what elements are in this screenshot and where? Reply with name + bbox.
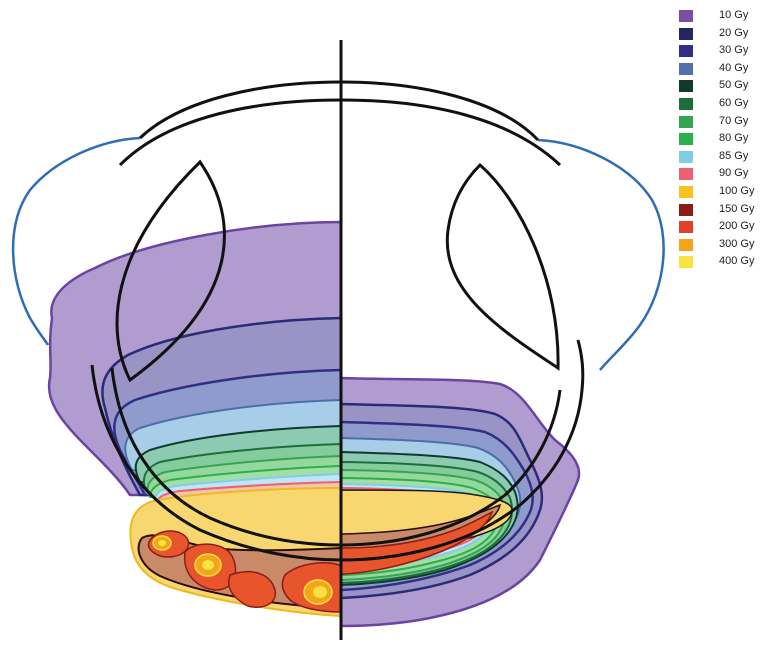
isodose-400-left-c xyxy=(313,586,327,598)
legend-label: 200 Gy xyxy=(719,220,755,233)
dose-legend: 10 Gy 20 Gy 30 Gy 40 Gy 50 Gy 60 Gy 70 Gy 80 Gy… xyxy=(679,8,759,272)
legend-item: 400 Gy xyxy=(679,254,759,272)
legend-item: 85 Gy xyxy=(679,149,759,167)
legend-label: 100 Gy xyxy=(719,184,755,197)
legend-item: 300 Gy xyxy=(679,237,759,255)
legend-swatch xyxy=(679,221,693,234)
outer-blue-contour-right xyxy=(537,138,665,371)
outer-dome-arc xyxy=(138,80,540,142)
legend-item: 50 Gy xyxy=(679,78,759,96)
legend-item: 30 Gy xyxy=(679,43,759,61)
legend-item: 150 Gy xyxy=(679,202,759,220)
legend-label: 150 Gy xyxy=(719,202,755,215)
legend-label: 85 Gy xyxy=(719,149,749,162)
outer-blue-contour xyxy=(11,136,141,346)
isodose-200-left-c xyxy=(228,571,277,608)
isodose-400-left-b xyxy=(202,560,214,570)
left-lens-organ xyxy=(115,159,226,383)
legend-swatch xyxy=(679,10,693,22)
legend-label: 30 Gy xyxy=(719,44,749,57)
legend-item: 60 Gy xyxy=(679,96,759,114)
legend-swatch xyxy=(679,238,693,251)
left-dose-map xyxy=(47,220,341,618)
legend-label: 60 Gy xyxy=(719,96,749,109)
legend-swatch xyxy=(679,80,693,93)
legend-swatch xyxy=(679,62,693,75)
inner-circle-left-2 xyxy=(110,367,342,547)
legend-item: 90 Gy xyxy=(679,166,759,184)
inner-circle-right xyxy=(340,339,585,562)
right-dose-map xyxy=(341,376,581,628)
legend-swatch xyxy=(679,256,693,269)
legend-label: 50 Gy xyxy=(719,79,749,92)
isodose-400-left-a xyxy=(158,540,166,546)
legend-label: 40 Gy xyxy=(719,61,749,74)
legend-swatch xyxy=(679,150,693,163)
legend-item: 70 Gy xyxy=(679,114,759,132)
legend-item: 20 Gy xyxy=(679,26,759,44)
legend-item: 200 Gy xyxy=(679,219,759,237)
legend-label: 70 Gy xyxy=(719,114,749,127)
legend-swatch xyxy=(679,133,693,146)
legend-label: 400 Gy xyxy=(719,255,755,268)
legend-label: 80 Gy xyxy=(719,132,749,145)
legend-item: 100 Gy xyxy=(679,184,759,202)
legend-swatch xyxy=(679,115,693,128)
legend-swatch xyxy=(679,203,693,216)
legend-swatch xyxy=(679,97,693,110)
legend-label: 10 Gy xyxy=(719,9,749,21)
legend-item: 80 Gy xyxy=(679,131,759,149)
legend-swatch xyxy=(679,27,693,40)
legend-item: 40 Gy xyxy=(679,61,759,79)
inner-circle-left xyxy=(90,364,342,562)
legend-label: 300 Gy xyxy=(719,237,755,250)
legend-label: 90 Gy xyxy=(719,167,749,180)
legend-swatch xyxy=(679,185,693,198)
inner-circle-right-2 xyxy=(340,389,562,547)
legend-swatch xyxy=(679,168,693,181)
legend-label: 20 Gy xyxy=(719,26,749,39)
right-lens-organ xyxy=(445,162,560,371)
legend-item: 10 Gy xyxy=(679,8,759,26)
legend-swatch xyxy=(679,45,693,58)
